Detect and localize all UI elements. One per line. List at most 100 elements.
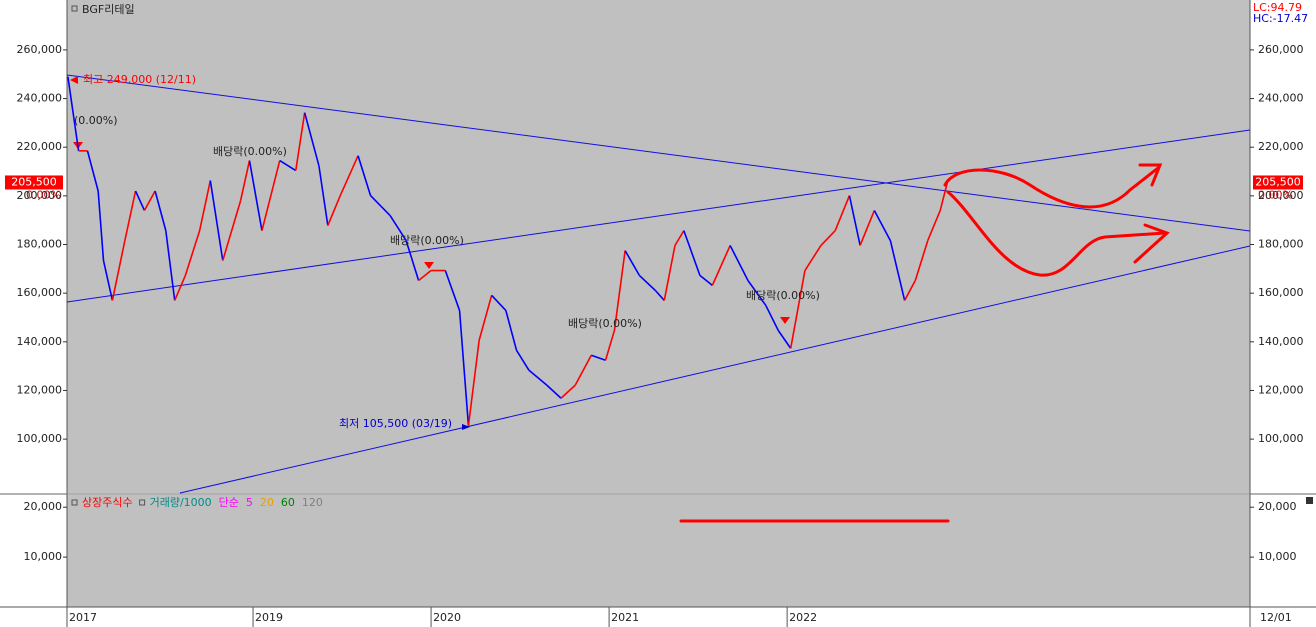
legend-icon — [139, 499, 146, 506]
price-segment — [165, 230, 176, 301]
price-segment — [239, 160, 251, 201]
legend-item: 단순 — [219, 496, 239, 509]
price-segment — [124, 190, 137, 241]
price-segment — [528, 369, 548, 386]
freehand-drawing — [679, 163, 1170, 523]
y-tick-label: 120,000 — [17, 383, 63, 396]
legend-icon — [71, 499, 78, 506]
legend-item: 20 — [260, 496, 274, 509]
last-price-box — [1253, 175, 1303, 190]
y-tick-label: 220,000 — [1258, 140, 1304, 153]
drawn-arrow — [943, 166, 1160, 209]
price-segment — [86, 150, 99, 192]
price-segment — [405, 240, 420, 281]
last-change: 0.00% — [1258, 188, 1293, 201]
drawn-arrow — [946, 190, 1167, 277]
x-tick-label: 2021 — [611, 611, 639, 624]
y-tick-label: 200,000 — [1258, 189, 1304, 202]
price-segment — [914, 240, 929, 281]
price-segment — [418, 269, 432, 282]
y-tick-label: 200,000 — [17, 189, 63, 202]
drawn-arrow-head — [1138, 163, 1163, 187]
price-segment — [674, 230, 685, 246]
price-segment — [873, 210, 892, 241]
price-segment — [747, 280, 767, 306]
price-segment — [248, 160, 263, 231]
trendline — [66, 74, 1251, 232]
price-segment — [859, 210, 876, 246]
price-segment — [294, 112, 306, 171]
volume-panel — [67, 495, 1250, 607]
price-segment — [102, 260, 114, 301]
price-segment — [389, 215, 407, 242]
price-segment — [591, 354, 606, 362]
y-tick-label: 120,000 — [1258, 383, 1304, 396]
price-segment — [184, 230, 201, 276]
price-segment — [111, 240, 126, 301]
price-segment — [357, 155, 372, 196]
y-tick-label: 220,000 — [17, 140, 63, 153]
price-segment — [546, 384, 562, 399]
price-segment — [624, 250, 641, 276]
price-segment — [515, 349, 530, 371]
last-price-box — [5, 175, 63, 190]
price-segment — [458, 310, 470, 426]
price-segment — [505, 310, 518, 351]
price-segment — [478, 295, 493, 341]
chart-title: BGF리테일 — [82, 2, 135, 16]
price-segment — [939, 182, 949, 211]
annotation: 최저 105,500 (03/19) — [339, 417, 452, 430]
trendlines — [66, 74, 1251, 494]
price-segment — [889, 240, 906, 301]
price-segment — [154, 190, 167, 231]
panel-close[interactable] — [1306, 497, 1313, 504]
y-tick-label: 260,000 — [17, 43, 63, 56]
price-segment — [654, 289, 665, 301]
legend-item: 거래량/1000 — [150, 496, 212, 509]
y-tick-label: 180,000 — [1258, 238, 1304, 251]
price-segment — [729, 245, 749, 281]
x-tick-label: 2020 — [433, 611, 461, 624]
price-segment — [261, 160, 281, 231]
dividend-marker — [424, 262, 434, 269]
price-segment — [143, 190, 156, 211]
price-segment — [67, 76, 80, 151]
price-segment — [848, 195, 861, 246]
price-segment — [804, 245, 822, 271]
low-arrow — [462, 424, 470, 430]
price-segment — [663, 245, 676, 301]
price-segment — [134, 190, 146, 211]
x-tick-label: 2017 — [69, 611, 97, 624]
annotation: 배당락(0.00%) — [213, 145, 287, 158]
price-segment — [467, 340, 480, 426]
high-arrow — [70, 76, 78, 84]
price-segment — [318, 165, 329, 226]
price-segment — [222, 200, 242, 261]
title-icon — [71, 5, 78, 12]
end-date: 12/01 — [1260, 611, 1292, 624]
y-tick-label: 140,000 — [1258, 335, 1304, 348]
indicator: HC:-17.47 — [1253, 12, 1308, 25]
indicator: LC:94.79 — [1253, 1, 1302, 14]
price-segment — [683, 230, 701, 276]
price-segment — [173, 275, 187, 301]
price-segment — [279, 159, 297, 172]
price-segment — [560, 384, 576, 399]
last-change: 0.00% — [26, 188, 61, 201]
price-segment — [834, 195, 851, 231]
price-segment — [699, 274, 713, 286]
y-tick-label: 100,000 — [1258, 432, 1304, 445]
price-segment — [777, 329, 792, 349]
price-segment — [903, 280, 917, 301]
price-segment — [303, 112, 320, 166]
price-segment — [820, 230, 836, 247]
price-segment — [198, 180, 212, 231]
y-tick-label: 160,000 — [1258, 286, 1304, 299]
price-segment — [444, 270, 461, 311]
y-tick-label: 20,000 — [24, 500, 63, 513]
trendline — [66, 129, 1251, 303]
legend-item: 상장주식수 — [82, 496, 133, 509]
price-segment — [491, 294, 507, 311]
drawn-arrow-head — [1133, 223, 1170, 264]
